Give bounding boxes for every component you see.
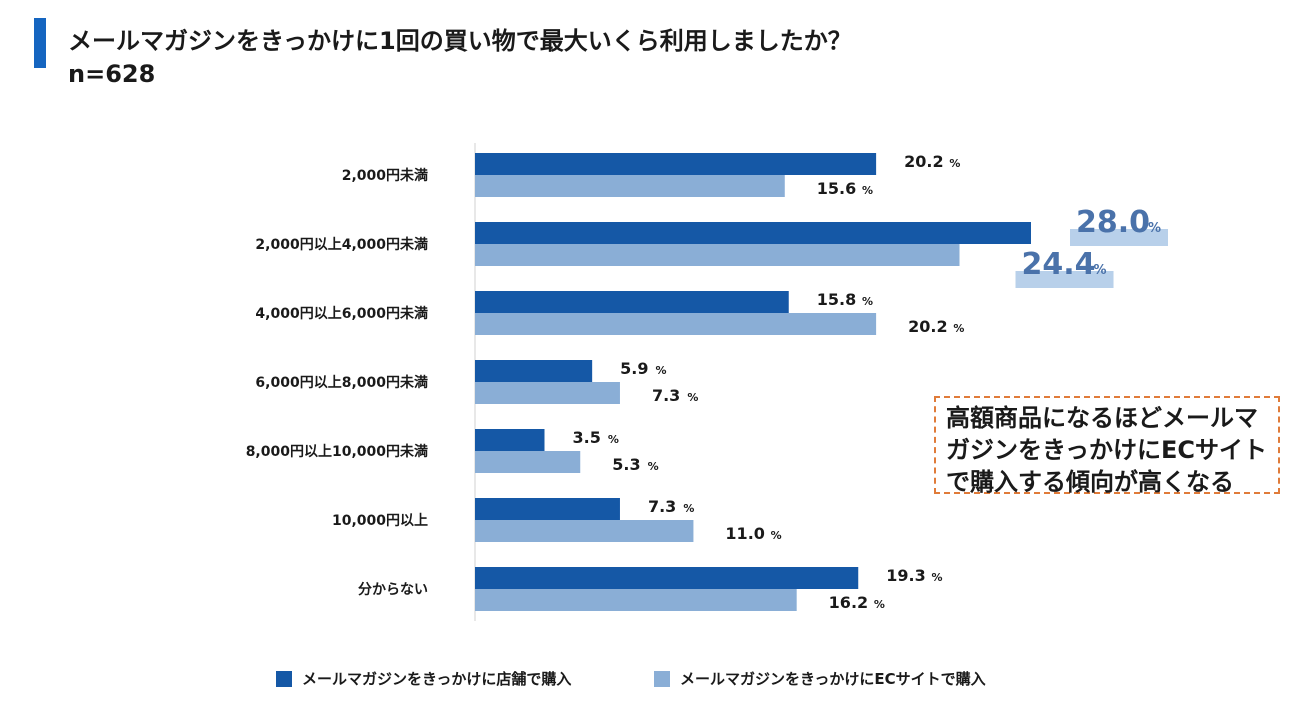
- legend-swatch-store: [276, 670, 292, 687]
- bar-ec: [475, 451, 581, 473]
- category-label: 分からない: [358, 582, 428, 598]
- legend-item-ec: メールマガジンをきっかけにECサイトで購入: [654, 668, 986, 689]
- bar-ec: [475, 520, 694, 542]
- data-label-unit: %: [874, 598, 885, 611]
- data-label-unit: %: [862, 295, 873, 308]
- category-label: 8,000円以上10,000円未満: [246, 443, 428, 460]
- category-label: 10,000円以上: [332, 513, 428, 529]
- data-label: 11.0: [725, 524, 764, 543]
- data-label-unit: %: [953, 322, 964, 335]
- data-label: 15.8: [817, 290, 856, 309]
- data-label-unit: %: [931, 571, 942, 584]
- chart-title: メールマガジンをきっかけに1回の買い物で最大いくら利用しましたか？: [68, 27, 852, 55]
- bar-store: [475, 360, 593, 382]
- legend-item-store: メールマガジンをきっかけに店舗で購入: [276, 668, 571, 689]
- data-label-unit: %: [683, 502, 694, 515]
- callout-note: 高額商品になるほどメールマガジンをきっかけにECサイトで購入する傾向が高くなる: [934, 396, 1280, 496]
- data-label-unit: %: [608, 433, 619, 446]
- data-label: 7.3: [652, 386, 680, 405]
- data-label: 24.4: [1022, 247, 1096, 282]
- data-label: 15.6: [817, 179, 856, 198]
- bar-ec: [475, 313, 877, 335]
- data-label: 20.2: [904, 152, 943, 171]
- category-label: 6,000円以上8,000円未満: [255, 374, 428, 391]
- data-label-unit: %: [949, 157, 960, 170]
- data-label-unit: %: [1148, 221, 1161, 236]
- data-label-unit: %: [862, 184, 873, 197]
- data-label-unit: %: [648, 460, 659, 473]
- data-label: 3.5: [573, 428, 601, 447]
- legend-label-store: メールマガジンをきっかけに店舗で購入: [302, 670, 572, 688]
- bar-ec: [475, 589, 797, 611]
- data-label-highlight: [1015, 271, 1114, 288]
- bar-store: [475, 429, 545, 451]
- bar-ec: [475, 382, 620, 404]
- bar-store: [475, 498, 620, 520]
- data-label-unit: %: [771, 529, 782, 542]
- data-label-unit: %: [1094, 263, 1107, 278]
- bar-store: [475, 567, 859, 589]
- category-label: 4,000円以上6,000円未満: [255, 305, 428, 322]
- data-label: 7.3: [648, 497, 676, 516]
- data-label-unit: %: [656, 364, 667, 377]
- bar-store: [475, 222, 1031, 244]
- legend-swatch-ec: [654, 670, 670, 687]
- category-label: 2,000円以上4,000円未満: [255, 236, 428, 253]
- data-label-unit: %: [687, 391, 698, 404]
- data-label: 5.3: [612, 455, 640, 474]
- bar-ec: [475, 244, 960, 266]
- data-label: 28.0: [1076, 205, 1150, 240]
- data-label: 20.2: [908, 317, 947, 336]
- category-label: 2,000円未満: [342, 167, 428, 184]
- data-label-highlight: [1070, 229, 1168, 246]
- data-label: 19.3: [886, 566, 925, 585]
- legend-label-ec: メールマガジンをきっかけにECサイトで購入: [680, 670, 986, 688]
- title-accent-bar: [34, 18, 46, 68]
- bar-store: [475, 153, 877, 175]
- bar-ec: [475, 175, 785, 197]
- data-label: 5.9: [620, 359, 648, 378]
- sample-size: n=628: [68, 60, 156, 88]
- data-label: 16.2: [829, 593, 868, 612]
- bar-store: [475, 291, 789, 313]
